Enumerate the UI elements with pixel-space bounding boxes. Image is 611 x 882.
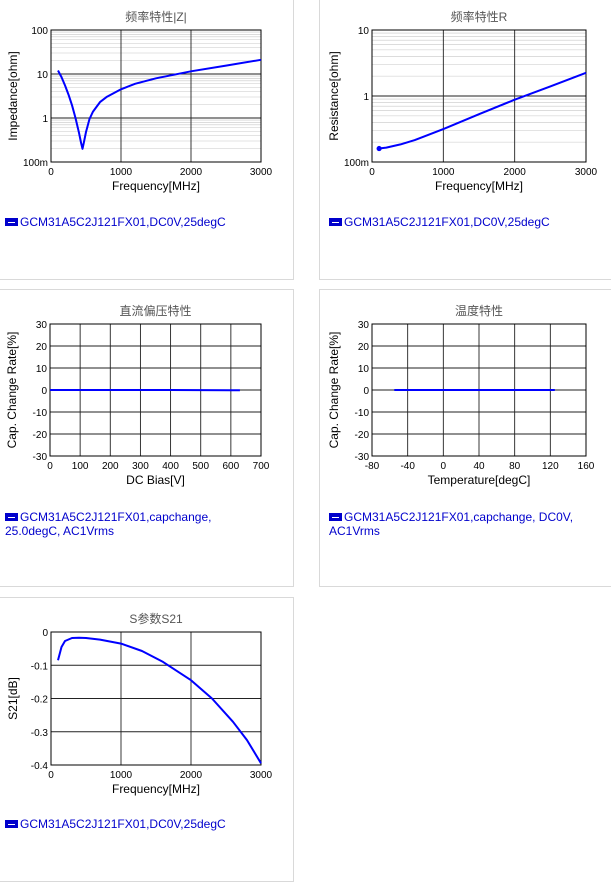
y-tick-label: 20	[358, 342, 370, 353]
x-tick-label: 2000	[180, 167, 203, 178]
x-tick-label: 200	[102, 461, 119, 472]
legend-s21[interactable]: GCM31A5C2J121FX01,DC0V,25degC	[5, 817, 226, 831]
x-axis-label: Frequency[MHz]	[112, 179, 200, 193]
x-tick-label: 160	[578, 461, 595, 472]
y-tick-label: -30	[355, 452, 370, 463]
x-tick-label: 1000	[110, 770, 133, 781]
y-tick-label: 10	[36, 364, 48, 375]
y-tick-label: 30	[36, 320, 48, 331]
chart-title: 频率特性R	[451, 9, 508, 24]
y-tick-label: -0.3	[31, 728, 49, 739]
y-tick-label: 10	[358, 364, 370, 375]
x-tick-label: 0	[48, 770, 54, 781]
y-tick-label: 10	[358, 26, 370, 37]
y-tick-label: -20	[33, 430, 48, 441]
y-tick-label: 0	[42, 628, 48, 639]
series-line	[58, 638, 261, 764]
legend-label: GCM31A5C2J121FX01,DC0V,25degC	[20, 215, 226, 229]
x-axis-label: Frequency[MHz]	[435, 179, 523, 193]
chart-z: 频率特性|Z| 0 1000 2000 3000 100m 1 10 100 Frequency[…	[6, 9, 273, 193]
x-axis-label: DC Bias[V]	[126, 473, 185, 487]
x-tick-label: 400	[162, 461, 179, 472]
y-tick-label: 0	[363, 386, 369, 397]
series-start-point	[377, 146, 382, 151]
x-axis-label: Frequency[MHz]	[112, 782, 200, 796]
y-tick-label: -0.1	[31, 661, 49, 672]
x-tick-label: 2000	[504, 167, 527, 178]
x-tick-label: 3000	[250, 167, 273, 178]
chart-title: 直流偏压特性	[119, 303, 191, 318]
legend-label: GCM31A5C2J121FX01,DC0V,25degC	[344, 215, 550, 229]
x-tick-label: 3000	[250, 770, 273, 781]
chart-dc: 直流偏压特性 0 100 200 300 400 500 600 700 -30 -20 -10 0 10…	[5, 303, 270, 487]
legend-swatch-icon	[5, 513, 18, 521]
y-tick-label: -10	[33, 408, 48, 419]
y-tick-label: 1	[42, 114, 48, 125]
x-tick-label: 1000	[110, 167, 133, 178]
x-tick-label: 0	[441, 461, 447, 472]
chart-title: 频率特性|Z|	[125, 9, 187, 24]
y-tick-label: 100	[31, 26, 48, 37]
y-tick-label: 100m	[344, 158, 369, 169]
y-tick-label: 30	[358, 320, 370, 331]
x-tick-label: 100	[72, 461, 89, 472]
x-tick-label: 0	[48, 167, 54, 178]
x-tick-label: 2000	[180, 770, 203, 781]
y-tick-label: 20	[36, 342, 48, 353]
legend-label: GCM31A5C2J121FX01,DC0V,25degC	[20, 817, 226, 831]
legend-swatch-icon	[329, 513, 342, 521]
legend-resistance[interactable]: GCM31A5C2J121FX01,DC0V,25degC	[329, 215, 550, 229]
y-tick-label: -30	[33, 452, 48, 463]
x-tick-label: 120	[542, 461, 559, 472]
legend-label: GCM31A5C2J121FX01,capchange, 25.0degC, A…	[5, 510, 211, 538]
legend-swatch-icon	[5, 218, 18, 226]
chart-r: 频率特性R 0 1000 2000 3000 100m 1 10 Frequency[MHz] R…	[327, 9, 598, 193]
legend-label: GCM31A5C2J121FX01,capchange, DC0V, AC1Vr…	[329, 510, 573, 538]
x-tick-label: 700	[253, 461, 270, 472]
x-tick-label: -40	[400, 461, 415, 472]
x-tick-label: 0	[47, 461, 53, 472]
legend-swatch-icon	[5, 820, 18, 828]
x-tick-label: 80	[509, 461, 521, 472]
x-tick-label: 300	[132, 461, 149, 472]
x-tick-label: 1000	[432, 167, 455, 178]
x-tick-label: 500	[192, 461, 209, 472]
y-tick-label: 10	[37, 70, 49, 81]
y-axis-label: Cap. Change Rate[%]	[5, 332, 19, 449]
x-tick-label: 0	[369, 167, 375, 178]
y-tick-label: 1	[363, 92, 369, 103]
x-tick-label: 600	[223, 461, 240, 472]
y-tick-label: -0.4	[31, 761, 49, 772]
y-tick-label: 0	[41, 386, 47, 397]
y-tick-label: 100m	[23, 158, 48, 169]
x-tick-label: 3000	[575, 167, 598, 178]
plot-frame	[51, 30, 261, 162]
chart-title: 温度特性	[455, 303, 503, 318]
x-axis-label: Temperature[degC]	[428, 473, 531, 487]
y-axis-label: Resistance[ohm]	[327, 51, 341, 140]
legend-swatch-icon	[329, 218, 342, 226]
y-axis-label: Impedance[ohm]	[6, 51, 20, 140]
chart-s21: S参数S21 0 1000 2000 3000 -0.4 -0.3 -0.2 -0.1 0 Freq…	[6, 611, 273, 796]
y-tick-label: -20	[355, 430, 370, 441]
y-tick-label: -10	[355, 408, 370, 419]
chart-title: S参数S21	[129, 611, 183, 626]
y-axis-label: S21[dB]	[6, 677, 20, 720]
legend-impedance[interactable]: GCM31A5C2J121FX01,DC0V,25degC	[5, 215, 226, 229]
legend-temperature[interactable]: GCM31A5C2J121FX01,capchange, DC0V, AC1Vr…	[329, 510, 599, 538]
legend-dc-bias[interactable]: GCM31A5C2J121FX01,capchange, 25.0degC, A…	[5, 510, 245, 538]
x-tick-label: 40	[473, 461, 485, 472]
y-axis-label: Cap. Change Rate[%]	[327, 332, 341, 449]
y-tick-label: -0.2	[31, 695, 49, 706]
